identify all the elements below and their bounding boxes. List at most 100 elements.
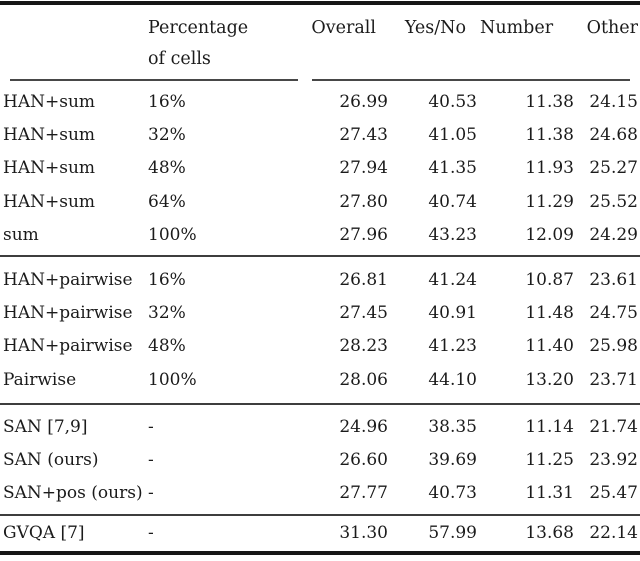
yesno-cell: 57.99 <box>428 523 477 544</box>
number-cell: 11.48 <box>525 303 574 324</box>
percentage-cell: 100% <box>148 224 197 245</box>
yesno-cell: 40.91 <box>428 303 477 324</box>
percentage-cell: 100% <box>148 369 197 390</box>
section-divider-3 <box>0 514 640 517</box>
header-yesno: Yes/No <box>404 18 466 38</box>
number-cell: 11.93 <box>525 158 574 179</box>
table-row: SAN+pos (ours) - 27.77 40.73 11.31 25.47 <box>0 477 640 510</box>
number-cell: 13.68 <box>525 523 574 544</box>
yesno-cell: 41.05 <box>428 125 477 146</box>
overall-cell: 26.60 <box>339 449 388 470</box>
overall-cell: 27.96 <box>339 224 388 245</box>
other-cell: 23.92 <box>589 449 638 470</box>
top-rule <box>0 1 640 5</box>
yesno-cell: 40.74 <box>428 191 477 212</box>
yesno-cell: 41.24 <box>428 269 477 290</box>
yesno-cell: 41.23 <box>428 336 477 357</box>
table-row: HAN+sum 64% 27.80 40.74 11.29 25.52 <box>0 186 640 219</box>
percentage-cell: 32% <box>148 303 186 324</box>
model-cell: sum <box>3 224 39 245</box>
overall-cell: 27.80 <box>339 191 388 212</box>
percentage-cell: - <box>148 449 154 470</box>
yesno-cell: 43.23 <box>428 224 477 245</box>
percentage-cell: 16% <box>148 92 186 112</box>
overall-cell: 26.81 <box>339 269 388 290</box>
table-row: GVQA [7] - 31.30 57.99 13.68 22.14 <box>0 517 640 550</box>
header-percentage-line1: Percentage <box>148 18 249 38</box>
percentage-cell: 48% <box>148 336 186 357</box>
percentage-cell: - <box>148 416 154 437</box>
model-cell: Pairwise <box>3 369 77 390</box>
table-row: HAN+sum 32% 27.43 41.05 11.38 24.68 <box>0 119 640 152</box>
overall-cell: 28.23 <box>339 336 388 357</box>
number-cell: 11.40 <box>525 336 574 357</box>
table-row: HAN+sum 16% 26.99 40.53 11.38 24.15 <box>0 86 640 119</box>
number-cell: 13.20 <box>525 369 574 390</box>
other-cell: 23.71 <box>589 369 638 390</box>
model-cell: HAN+sum <box>3 191 96 212</box>
percentage-cell: 64% <box>148 191 186 212</box>
number-cell: 11.14 <box>525 416 574 437</box>
header-empty-cell <box>0 13 148 75</box>
section-divider-2 <box>0 402 640 405</box>
model-cell: HAN+sum <box>3 92 96 112</box>
number-cell: 11.29 <box>525 191 574 212</box>
overall-cell: 26.99 <box>339 92 388 112</box>
other-cell: 23.61 <box>589 269 638 290</box>
percentage-cell: 32% <box>148 125 186 146</box>
number-cell: 10.87 <box>525 269 574 290</box>
overall-cell: 27.94 <box>339 158 388 179</box>
other-cell: 24.29 <box>589 224 638 245</box>
header-overall: Overall <box>311 18 376 38</box>
overall-cell: 27.77 <box>339 483 388 504</box>
yesno-cell: 39.69 <box>428 449 477 470</box>
table-section-gvqa: GVQA [7] - 31.30 57.99 13.68 22.14 <box>0 516 640 551</box>
table-section-san: SAN [7,9] - 24.96 38.35 11.14 21.74 SAN (ours)… <box>0 405 640 515</box>
percentage-cell: - <box>148 483 154 504</box>
yesno-cell: 38.35 <box>428 416 477 437</box>
model-cell: GVQA [7] <box>3 523 85 544</box>
other-cell: 22.14 <box>589 523 638 544</box>
table-row: SAN (ours) - 26.60 39.69 11.25 23.92 <box>0 444 640 477</box>
model-cell: HAN+pairwise <box>3 269 133 290</box>
model-cell: SAN (ours) <box>3 449 99 470</box>
table-header-row: Percentage of cells Overall Yes/No Numbe… <box>0 5 640 75</box>
table-row: sum 100% 27.96 43.23 12.09 24.29 <box>0 219 640 252</box>
other-cell: 24.75 <box>589 303 638 324</box>
model-cell: SAN+pos (ours) <box>3 483 143 504</box>
table-section-han-sum: HAN+sum 16% 26.99 40.53 11.38 24.15 HAN+sum 32%… <box>0 81 640 255</box>
number-cell: 11.38 <box>525 92 574 112</box>
overall-cell: 27.45 <box>339 303 388 324</box>
header-other: Other <box>586 18 638 38</box>
percentage-cell: - <box>148 523 154 544</box>
percentage-cell: 16% <box>148 269 186 290</box>
section-divider-1 <box>0 254 640 257</box>
bottom-rule <box>0 551 640 556</box>
other-cell: 25.98 <box>589 336 638 357</box>
table-section-han-pairwise: HAN+pairwise 16% 26.81 41.24 10.87 23.61 HAN+p… <box>0 257 640 403</box>
model-cell: SAN [7,9] <box>3 416 88 437</box>
other-cell: 24.68 <box>589 125 638 146</box>
number-cell: 11.31 <box>525 483 574 504</box>
model-cell: HAN+pairwise <box>3 303 133 324</box>
yesno-cell: 40.73 <box>428 483 477 504</box>
table-row: Pairwise 100% 28.06 44.10 13.20 23.71 <box>0 364 640 397</box>
overall-cell: 24.96 <box>339 416 388 437</box>
table-row: SAN [7,9] - 24.96 38.35 11.14 21.74 <box>0 411 640 444</box>
model-cell: HAN+sum <box>3 125 96 146</box>
header-underline-left <box>10 79 298 81</box>
overall-cell: 27.43 <box>339 125 388 146</box>
other-cell: 24.15 <box>589 92 638 112</box>
other-cell: 21.74 <box>589 416 638 437</box>
overall-cell: 28.06 <box>339 369 388 390</box>
number-cell: 12.09 <box>525 224 574 245</box>
yesno-cell: 41.35 <box>428 158 477 179</box>
header-percentage-line2: of cells <box>148 49 211 69</box>
overall-cell: 31.30 <box>339 523 388 544</box>
model-cell: HAN+sum <box>3 158 96 179</box>
number-cell: 11.38 <box>525 125 574 146</box>
table-row: HAN+sum 48% 27.94 41.35 11.93 25.27 <box>0 152 640 185</box>
header-underlines <box>0 79 640 81</box>
table-row: HAN+pairwise 48% 28.23 41.23 11.40 25.98 <box>0 330 640 363</box>
